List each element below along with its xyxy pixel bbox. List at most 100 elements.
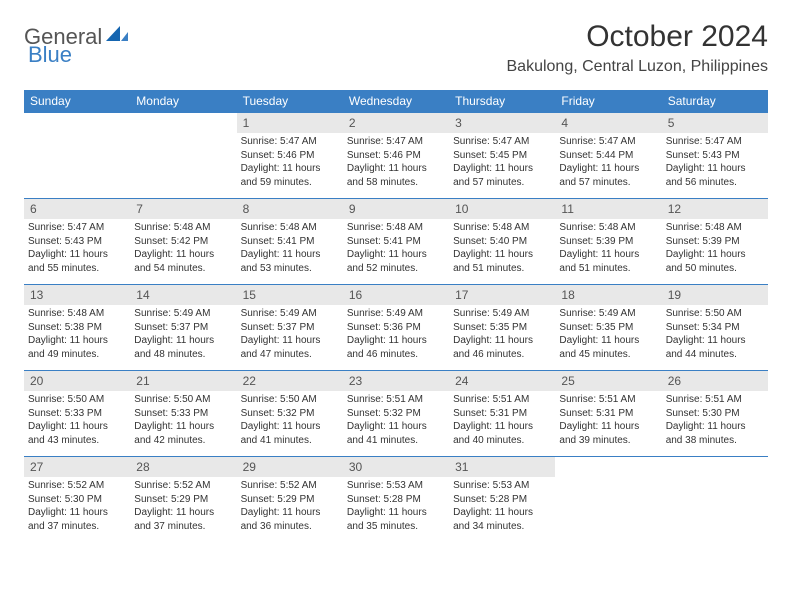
cell-body [555,477,661,483]
day-number: 3 [449,113,555,133]
calendar-cell: 31Sunrise: 5:53 AMSunset: 5:28 PMDayligh… [449,457,555,543]
calendar-cell: 1Sunrise: 5:47 AMSunset: 5:46 PMDaylight… [237,113,343,199]
calendar-cell: 17 Sunrise: 5:49 AMSunset: 5:35 PMDayligh… [449,285,555,371]
calendar-cell: 22Sunrise: 5:50 AMSunset: 5:32 PMDayligh… [237,371,343,457]
calendar-cell: 5Sunrise: 5:47 AMSunset: 5:43 PMDaylight… [662,113,768,199]
day-header: Monday [130,90,236,113]
cell-line: Sunrise: 5:50 AM [241,393,339,407]
cell-line: Daylight: 11 hours and 51 minutes. [453,248,551,275]
cell-line: Sunrise: 5:53 AM [453,479,551,493]
day-number: 8 [237,199,343,219]
cell-line: Sunset: 5:30 PM [28,493,126,507]
day-number: 17 [449,285,555,305]
day-number: 4 [555,113,661,133]
day-number: 1 [237,113,343,133]
cell-line: Sunset: 5:37 PM [134,321,232,335]
cell-line: Sunrise: 5:48 AM [134,221,232,235]
cell-line: Daylight: 11 hours and 50 minutes. [666,248,764,275]
cell-line: Daylight: 11 hours and 44 minutes. [666,334,764,361]
header: General October 2024 Bakulong, Central L… [24,20,768,76]
cell-line: Daylight: 11 hours and 43 minutes. [28,420,126,447]
cell-body: Sunrise: 5:52 AMSunset: 5:29 PMDaylight:… [237,477,343,537]
cell-line: Sunset: 5:40 PM [453,235,551,249]
day-number: 22 [237,371,343,391]
cell-line: Daylight: 11 hours and 49 minutes. [28,334,126,361]
day-number: 26 [662,371,768,391]
calendar-row: 6Sunrise: 5:47 AMSunset: 5:43 PMDaylight… [24,199,768,285]
calendar-cell: 30Sunrise: 5:53 AMSunset: 5:28 PMDayligh… [343,457,449,543]
calendar-cell: 19Sunrise: 5:50 AMSunset: 5:34 PMDayligh… [662,285,768,371]
cell-line: Sunrise: 5:51 AM [559,393,657,407]
day-number: 2 [343,113,449,133]
day-number: 29 [237,457,343,477]
cell-line: Daylight: 11 hours and 53 minutes. [241,248,339,275]
cell-line: Sunrise: 5:49 AM [453,307,551,321]
calendar-cell: 12Sunrise: 5:48 AMSunset: 5:39 PMDayligh… [662,199,768,285]
cell-body: Sunrise: 5:51 AMSunset: 5:30 PMDaylight:… [662,391,768,451]
cell-line: Daylight: 11 hours and 34 minutes. [453,506,551,533]
cell-line: Sunset: 5:35 PM [453,321,551,335]
logo-text-blue: Blue [28,42,72,67]
cell-line: Daylight: 11 hours and 41 minutes. [347,420,445,447]
calendar-cell: 11Sunrise: 5:48 AMSunset: 5:39 PMDayligh… [555,199,661,285]
calendar-cell: 16Sunrise: 5:49 AMSunset: 5:36 PMDayligh… [343,285,449,371]
cell-line: Daylight: 11 hours and 41 minutes. [241,420,339,447]
day-header: Saturday [662,90,768,113]
day-number: 16 [343,285,449,305]
cell-line: Daylight: 11 hours and 59 minutes. [241,162,339,189]
cell-line: Sunset: 5:36 PM [347,321,445,335]
calendar-cell: 14Sunrise: 5:49 AMSunset: 5:37 PMDayligh… [130,285,236,371]
cell-line: Sunset: 5:41 PM [241,235,339,249]
calendar-cell: 21Sunrise: 5:50 AMSunset: 5:33 PMDayligh… [130,371,236,457]
calendar-head: SundayMondayTuesdayWednesdayThursdayFrid… [24,90,768,113]
cell-body: Sunrise: 5:50 AMSunset: 5:33 PMDaylight:… [24,391,130,451]
day-number: 28 [130,457,236,477]
cell-line: Sunrise: 5:48 AM [559,221,657,235]
cell-line: Sunset: 5:41 PM [347,235,445,249]
cell-line: Sunset: 5:33 PM [28,407,126,421]
cell-line: Sunset: 5:46 PM [347,149,445,163]
cell-line: Sunset: 5:43 PM [28,235,126,249]
cell-body: Sunrise: 5:48 AMSunset: 5:39 PMDaylight:… [662,219,768,279]
calendar-cell: 9Sunrise: 5:48 AMSunset: 5:41 PMDaylight… [343,199,449,285]
calendar-cell: 28Sunrise: 5:52 AMSunset: 5:29 PMDayligh… [130,457,236,543]
cell-line: Sunset: 5:39 PM [559,235,657,249]
title-block: October 2024 Bakulong, Central Luzon, Ph… [507,20,769,76]
cell-line: Daylight: 11 hours and 36 minutes. [241,506,339,533]
calendar-table: SundayMondayTuesdayWednesdayThursdayFrid… [24,90,768,543]
cell-body: Sunrise: 5:53 AMSunset: 5:28 PMDaylight:… [343,477,449,537]
cell-line: Daylight: 11 hours and 46 minutes. [453,334,551,361]
calendar-cell: 15Sunrise: 5:49 AMSunset: 5:37 PMDayligh… [237,285,343,371]
cell-line: Sunrise: 5:49 AM [134,307,232,321]
cell-body: Sunrise: 5:50 AMSunset: 5:33 PMDaylight:… [130,391,236,451]
day-header-row: SundayMondayTuesdayWednesdayThursdayFrid… [24,90,768,113]
cell-line: Sunrise: 5:52 AM [134,479,232,493]
cell-line: Daylight: 11 hours and 48 minutes. [134,334,232,361]
day-number: 15 [237,285,343,305]
cell-line: Sunrise: 5:48 AM [347,221,445,235]
day-number: 9 [343,199,449,219]
day-number [555,457,661,477]
cell-body: Sunrise: 5:47 AMSunset: 5:46 PMDaylight:… [237,133,343,193]
calendar-cell [662,457,768,543]
day-number: 13 [24,285,130,305]
cell-line: Daylight: 11 hours and 42 minutes. [134,420,232,447]
cell-line: Sunrise: 5:47 AM [559,135,657,149]
cell-line: Daylight: 11 hours and 37 minutes. [28,506,126,533]
day-number: 27 [24,457,130,477]
cell-body: Sunrise: 5:52 AMSunset: 5:29 PMDaylight:… [130,477,236,537]
cell-line: Sunrise: 5:47 AM [453,135,551,149]
calendar-cell: 2Sunrise: 5:47 AMSunset: 5:46 PMDaylight… [343,113,449,199]
cell-line: Sunset: 5:37 PM [241,321,339,335]
cell-body: Sunrise: 5:47 AMSunset: 5:44 PMDaylight:… [555,133,661,193]
cell-line: Sunrise: 5:52 AM [241,479,339,493]
cell-line: Sunset: 5:44 PM [559,149,657,163]
cell-body: Sunrise: 5:49 AMSunset: 5:37 PMDaylight:… [130,305,236,365]
cell-line: Sunrise: 5:51 AM [347,393,445,407]
cell-line: Sunset: 5:46 PM [241,149,339,163]
cell-line: Daylight: 11 hours and 45 minutes. [559,334,657,361]
cell-body: Sunrise: 5:48 AMSunset: 5:41 PMDaylight:… [237,219,343,279]
cell-line: Sunset: 5:38 PM [28,321,126,335]
logo-blue-text-wrap: Blue [28,42,72,68]
calendar-cell: 24Sunrise: 5:51 AMSunset: 5:31 PMDayligh… [449,371,555,457]
